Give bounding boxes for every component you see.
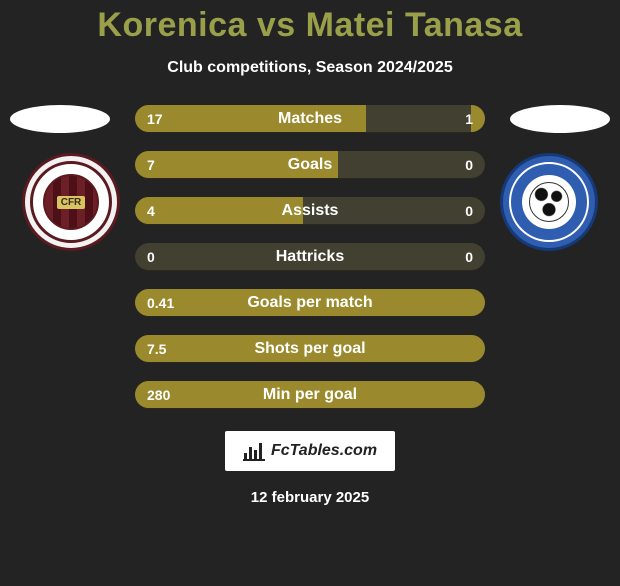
- brand-text: FcTables.com: [271, 442, 377, 460]
- stat-value-left: 0.41: [147, 295, 174, 311]
- left-crest-label: CFR: [57, 196, 86, 209]
- page-subtitle: Club competitions, Season 2024/2025: [0, 59, 620, 77]
- stat-value-left: 7: [147, 157, 155, 173]
- stat-label: Hattricks: [276, 248, 344, 266]
- stat-bar: 17 1 Matches: [135, 105, 485, 133]
- stat-value-left: 0: [147, 249, 155, 265]
- stat-value-right: 0: [465, 249, 473, 265]
- stat-value-left: 280: [147, 387, 170, 403]
- stat-label: Min per goal: [263, 386, 357, 404]
- footer-date: 12 february 2025: [0, 489, 620, 506]
- left-team-crest: CFR: [22, 153, 120, 251]
- stat-bar: 0 0 Hattricks: [135, 243, 485, 271]
- stat-bar: 280 Min per goal: [135, 381, 485, 409]
- stat-value-right: 1: [465, 111, 473, 127]
- stat-label: Matches: [278, 110, 342, 128]
- chart-icon: [243, 441, 265, 461]
- page-title: Korenica vs Matei Tanasa: [0, 6, 620, 45]
- left-platform-ellipse: [10, 105, 110, 133]
- stat-value-right: 0: [465, 157, 473, 173]
- stat-value-right: 0: [465, 203, 473, 219]
- brand-logo: FcTables.com: [225, 431, 395, 471]
- stat-value-left: 4: [147, 203, 155, 219]
- stat-bar: 0.41 Goals per match: [135, 289, 485, 317]
- stat-value-left: 7.5: [147, 341, 166, 357]
- stat-bar: 4 0 Assists: [135, 197, 485, 225]
- stat-label: Goals per match: [247, 294, 372, 312]
- stat-bar: 7 0 Goals: [135, 151, 485, 179]
- stat-label: Shots per goal: [254, 340, 365, 358]
- right-team-crest: [500, 153, 598, 251]
- right-platform-ellipse: [510, 105, 610, 133]
- stat-bars-container: 17 1 Matches 7 0 Goals 4 0 Assists 0 0 Hattricks 0.4…: [135, 105, 485, 409]
- stat-fill-left: [135, 197, 303, 224]
- stat-bar: 7.5 Shots per goal: [135, 335, 485, 363]
- comparison-area: CFR 17 1 Matches 7 0 Goals 4 0 Assists 0 0 Hattrick…: [0, 105, 620, 409]
- stat-value-left: 17: [147, 111, 163, 127]
- stat-label: Goals: [288, 156, 332, 174]
- stat-label: Assists: [282, 202, 339, 220]
